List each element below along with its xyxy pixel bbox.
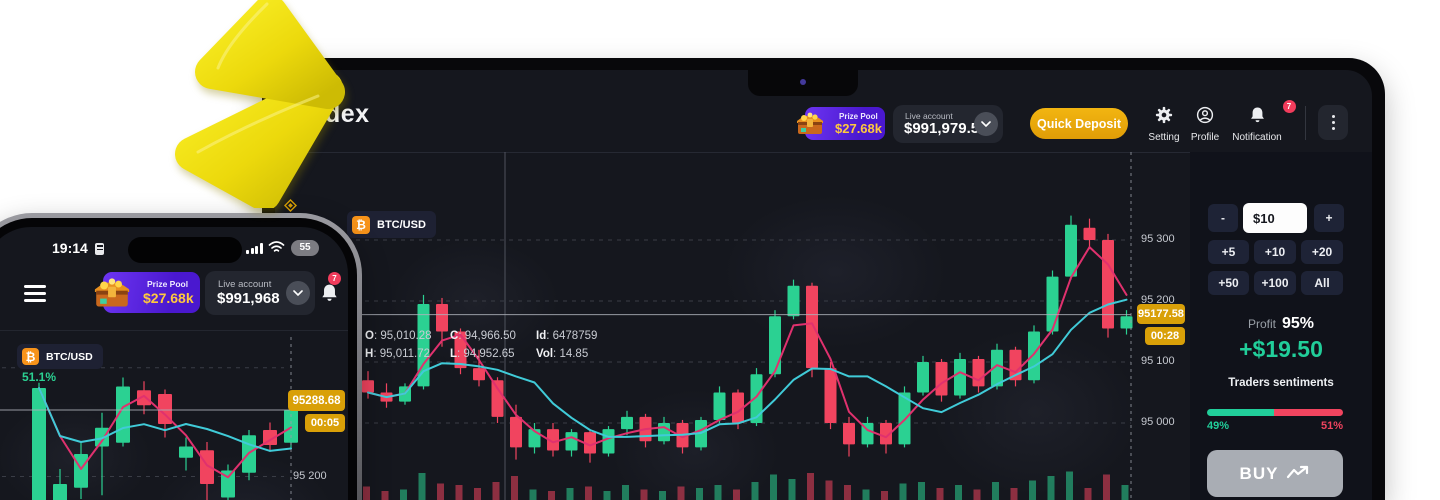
sentiment-percents: 49% 51% [1207,420,1343,432]
desktop-candlestick-chart[interactable] [275,152,1190,500]
quick-deposit-button[interactable]: Quick Deposit [1030,108,1128,139]
trade-panel: - + +5 +10 +20 +50 +100 All Profit 95% +$… [1190,152,1372,500]
dynamic-island [128,237,242,263]
notification-button[interactable]: 7 Notification [1229,100,1296,143]
live-account-label: Live account [218,279,272,290]
notification-bell-button[interactable]: 7 [318,272,341,306]
profile-button[interactable]: Profile [1177,106,1233,143]
desktop-monitor: dex Prize Pool $27.68k [262,58,1385,500]
axis-tick: 95 200 [1141,294,1175,306]
trending-up-icon [1286,464,1310,484]
preset-5-button[interactable]: +5 [1208,240,1249,264]
signal-bars-icon [246,243,263,254]
phone-bezel: 19:14 55 [0,218,357,500]
prize-pool-label: Prize Pool [839,112,878,121]
notification-count-badge: 7 [328,272,341,285]
live-account-selector[interactable]: Live account $991,979.5 [893,105,1003,143]
hamburger-menu-button[interactable] [24,284,46,302]
profit-value: +$19.50 [1239,336,1323,362]
symbol-badge[interactable]: ₿ BTC/USD [347,211,436,238]
preset-50-button[interactable]: +50 [1208,271,1249,295]
webcam-notch [748,70,858,96]
bell-icon: 7 [1249,100,1296,129]
preset-10-button[interactable]: +10 [1254,240,1296,264]
status-time: 19:14 [52,240,88,256]
prize-pool-label: Prize Pool [147,279,189,289]
prize-pool-badge-phone[interactable]: Prize Pool $27.68k [94,272,200,313]
symbol-label: BTC/USD [46,350,93,363]
status-clock-icon [95,243,104,255]
buy-button[interactable]: BUY [1207,450,1343,497]
profit-row: Profit 95% [1190,315,1372,333]
current-price-badge: 95177.58 [1137,304,1185,324]
amount-plus-button[interactable]: + [1314,204,1344,232]
phone-header-divider [0,330,348,331]
traders-sentiments-label: Traders sentiments [1228,377,1334,389]
countdown-badge: 00:05 [305,414,345,432]
battery-icon: 55 [291,240,319,256]
live-account-value: $991,968 [217,290,280,307]
profile-label: Profile [1190,132,1220,143]
desktop-screen: dex Prize Pool $27.68k [275,70,1372,500]
btc-icon: ₿ [352,215,370,234]
live-account-value: $991,979.5 [904,120,980,137]
wifi-icon [268,241,285,259]
treasure-chest-icon [791,104,829,147]
amount-minus-button[interactable]: - [1208,204,1238,232]
ohlc-info: O: 95,010.28 C: 94,966.50 Id: 6478759 H:… [365,330,598,360]
phone-device: 19:14 55 [0,213,362,500]
prize-pool-badge[interactable]: Prize Pool $27.68k [797,107,885,140]
setting-button[interactable]: Setting [1136,106,1192,143]
phone-screen: 19:14 55 [0,227,348,500]
header-divider [1305,106,1306,140]
chevron-down-icon[interactable] [974,112,998,136]
treasure-chest-icon [87,267,137,322]
sentiment-left: 49% [1207,420,1230,432]
countdown-badge: 00:28 [1145,327,1185,345]
preset-20-button[interactable]: +20 [1301,240,1343,264]
preset-100-button[interactable]: +100 [1254,271,1296,295]
lightning-bolt-logo [168,0,364,213]
notification-label: Notification [1232,132,1282,143]
profit-percent: 95% [1281,315,1315,332]
gear-icon [1155,106,1173,128]
axis-tick: 95 200 [293,470,327,482]
preset-all-button[interactable]: All [1301,271,1343,295]
btc-icon: ₿ [22,348,39,365]
sentiment-right: 51% [1320,420,1343,432]
symbol-badge-phone[interactable]: ₿ BTC/USD [17,344,103,369]
sentiment-overlay: 51.1% [22,370,57,384]
kebab-menu-button[interactable] [1318,105,1348,140]
live-account-label: Live account [905,111,953,121]
chevron-down-icon[interactable] [286,281,310,305]
profile-icon [1196,106,1214,128]
sentiment-bar [1207,409,1343,416]
notification-count-badge: 7 [1282,100,1296,113]
profit-label: Profit [1247,317,1276,331]
axis-tick: 95 000 [1141,416,1175,428]
desktop-chart-area: ₿ BTC/USD O: 95,010.28 C: 94,966.50 Id: … [275,152,1190,500]
axis-tick: 95 300 [1141,233,1175,245]
prize-pool-value: $27.68k [835,121,882,136]
axis-tick: 95 100 [1141,355,1175,367]
setting-label: Setting [1148,132,1180,143]
amount-input[interactable] [1243,203,1307,233]
prize-pool-value: $27.68k [143,290,194,306]
webcam-icon [800,79,806,85]
current-price-badge: 95288.68 [288,390,345,411]
symbol-label: BTC/USD [377,218,426,231]
live-account-selector-phone[interactable]: Live account $991,968 [205,271,315,315]
phone-candlestick-chart[interactable] [0,337,348,500]
